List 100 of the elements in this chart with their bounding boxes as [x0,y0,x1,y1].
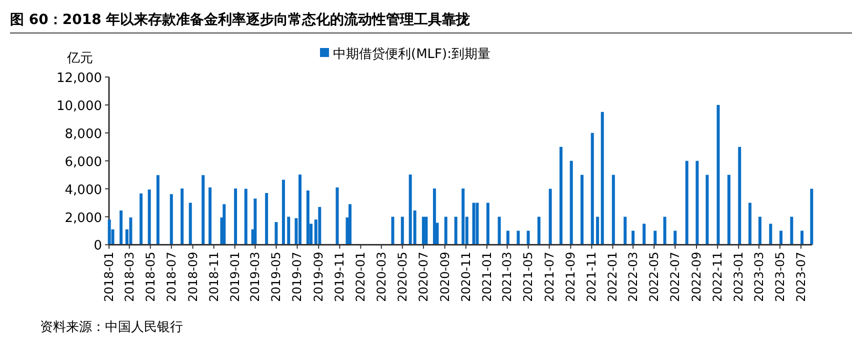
bar [148,190,151,245]
x-tick-label: 2023-07 [794,252,808,302]
bar [180,188,184,245]
bar [282,180,285,245]
bar [654,230,657,245]
x-tick-label: 2022-11 [710,252,725,302]
bar [642,224,646,245]
x-tick-label: 2018-07 [164,252,178,302]
bar [537,216,540,245]
bar [716,104,720,245]
bar [769,224,772,245]
bar [254,198,257,245]
x-tick-label: 2019-03 [248,252,262,302]
y-tick-label: 8,000 [64,126,102,142]
bar [188,202,192,245]
bar [790,216,794,245]
y-tick-label: 6,000 [64,154,102,170]
y-tick-label: 2,000 [64,210,102,226]
bar [274,222,278,245]
bar [779,230,782,245]
y-axis-title: 亿元 [66,51,93,66]
x-tick-label: 2020-09 [438,252,452,302]
bar [526,230,530,245]
y-tick-label: 4,000 [64,182,102,198]
bar [663,216,666,245]
bar [265,192,268,245]
bar [758,216,762,245]
bar [222,204,226,245]
bar [454,216,458,245]
bar [596,216,600,245]
bar [244,188,248,245]
bar [580,174,584,245]
bar [800,230,804,245]
y-tick-label: 0 [94,238,102,254]
y-tick-label: 10,000 [56,98,102,114]
x-tick-label: 2021-09 [564,252,578,302]
bar [129,217,132,245]
bar [570,160,573,245]
x-tick-label: 2018-01 [102,252,116,302]
bar [476,202,479,245]
x-tick-label: 2023-05 [772,252,787,302]
bar [208,187,212,245]
text: 资料来源：中国人民银行 [40,320,183,335]
bar [170,194,173,245]
x-tick-label: 2022-05 [647,252,662,302]
bar [590,132,594,245]
x-tick-label: 2021-07 [542,252,556,302]
x-tick-label: 2019-07 [290,252,304,302]
bar [336,187,339,245]
bar [472,202,476,245]
legend-label: 中期借贷便利(MLF):到期量 [333,47,490,62]
bar [632,230,635,245]
x-tick-label: 2019-11 [332,252,347,302]
bar [706,174,709,245]
x-tick-label: 2020-03 [374,252,388,302]
x-tick-label: 2020-07 [416,252,430,302]
x-tick-label: 2020-01 [354,252,368,302]
bar [612,174,615,245]
bar [298,174,302,245]
bar [156,175,160,245]
bar [600,112,604,245]
x-tick-label: 2021-11 [584,252,599,302]
bar [462,188,465,245]
x-tick-label: 2018-09 [186,252,200,302]
bar [306,190,310,245]
bar [202,175,205,245]
x-tick-label: 2018-03 [122,252,136,302]
bar [234,188,238,245]
x-tick-label: 2020-05 [395,252,410,302]
bar [432,188,436,245]
x-tick-label: 2021-03 [500,252,514,302]
x-tick-label: 2022-01 [606,252,620,302]
x-tick-label: 2021-05 [521,252,536,302]
bar [748,202,752,245]
bar [696,160,699,245]
bar [318,206,322,245]
bar [120,210,123,245]
bar [108,220,111,245]
chart-title: 图 60：2018 年以来存款准备金利率逐步向常态化的流动性管理工具靠拢 [10,11,470,28]
x-tick-label: 2022-03 [626,252,640,302]
x-tick-label: 2019-01 [228,252,242,302]
x-tick-label: 2020-11 [458,252,473,302]
bar [444,216,448,245]
x-tick-label: 2019-05 [269,252,284,302]
bar [140,193,143,245]
bar [727,174,730,245]
x-tick-label: 2022-07 [668,252,682,302]
x-tick-label: 2022-09 [690,252,704,302]
y-tick-label: 12,000 [56,71,102,86]
x-tick-label: 2023-01 [732,252,746,302]
bar [810,188,814,245]
bar [424,216,428,245]
x-tick-label: 2018-11 [206,252,221,302]
x-tick-label: 2018-05 [143,252,158,302]
bar [287,216,290,245]
bar [738,146,742,245]
bar [391,216,394,245]
bar [400,216,404,245]
bar [498,216,501,245]
bar [486,202,490,245]
